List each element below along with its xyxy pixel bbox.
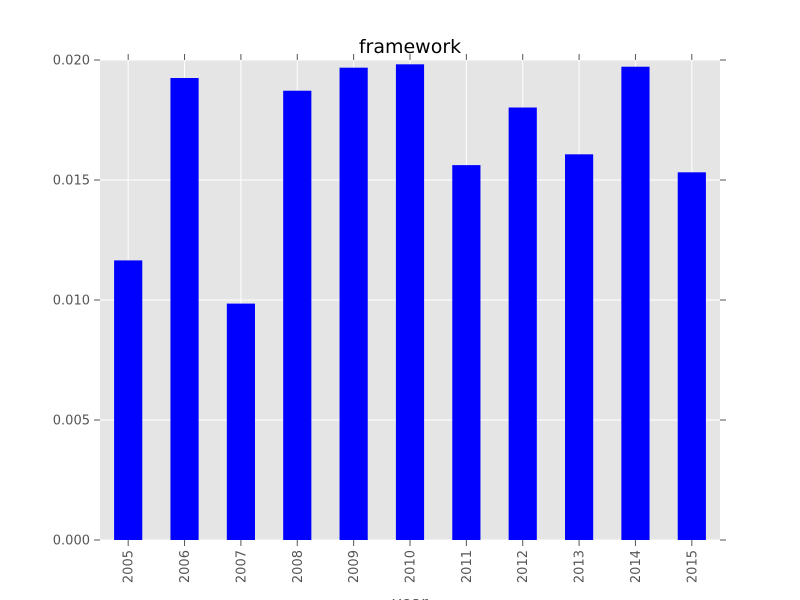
x-tick-label: 2007	[234, 550, 249, 583]
x-tick-label: 2006	[178, 550, 193, 583]
x-tick-label: 2015	[685, 550, 700, 583]
x-tick-label: 2014	[629, 550, 644, 583]
y-tick-label: 0.010	[53, 294, 90, 309]
x-axis-label: year	[392, 593, 428, 600]
x-tick-label: 2009	[347, 550, 362, 583]
bar-2005	[114, 260, 143, 540]
chart-title: framework	[359, 36, 461, 58]
bar-2009	[339, 67, 368, 541]
bar-2010	[395, 64, 425, 540]
bar-2015	[677, 172, 706, 540]
x-tick-labels: 2005 2006 2007 2008 2009 2010 2011 2012 2013 2014…	[122, 550, 701, 583]
bar-2006	[170, 78, 199, 540]
axis-ticks	[94, 54, 726, 546]
bar-2008	[283, 90, 312, 540]
bar-2011	[452, 165, 481, 540]
y-tick-labels: 0.000 0.005 0.010 0.015 0.020	[53, 54, 90, 549]
x-tick-label: 2013	[573, 550, 588, 583]
bar-2013	[565, 154, 594, 540]
y-tick-label: 0.005	[53, 414, 90, 429]
bar-2007	[226, 303, 255, 540]
x-tick-label: 2011	[460, 550, 475, 583]
y-tick-label: 0.020	[53, 54, 90, 69]
y-tick-label: 0.000	[53, 534, 90, 549]
x-tick-label: 2010	[404, 550, 419, 583]
bar-2012	[508, 107, 537, 541]
x-tick-label: 2012	[516, 550, 531, 583]
bars	[114, 64, 706, 541]
bar-2014	[621, 66, 650, 540]
x-tick-label: 2005	[122, 550, 137, 583]
y-tick-label: 0.015	[53, 174, 90, 189]
x-tick-label: 2008	[291, 550, 306, 583]
